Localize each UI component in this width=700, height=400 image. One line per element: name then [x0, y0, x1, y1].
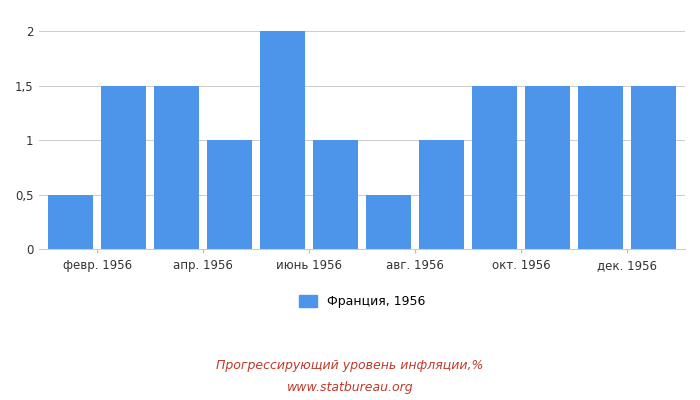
Legend: Франция, 1956: Франция, 1956 — [298, 295, 426, 308]
Bar — [102, 86, 146, 249]
Text: www.statbureau.org: www.statbureau.org — [287, 382, 413, 394]
Bar — [313, 140, 358, 249]
Bar — [419, 140, 464, 249]
Bar — [154, 86, 199, 249]
Bar — [631, 86, 676, 249]
Bar — [578, 86, 623, 249]
Bar — [472, 86, 517, 249]
Bar — [525, 86, 570, 249]
Bar — [207, 140, 252, 249]
Bar — [48, 194, 93, 249]
Bar — [260, 31, 305, 249]
Text: Прогрессирующий уровень инфляции,%: Прогрессирующий уровень инфляции,% — [216, 360, 484, 372]
Bar — [366, 194, 411, 249]
